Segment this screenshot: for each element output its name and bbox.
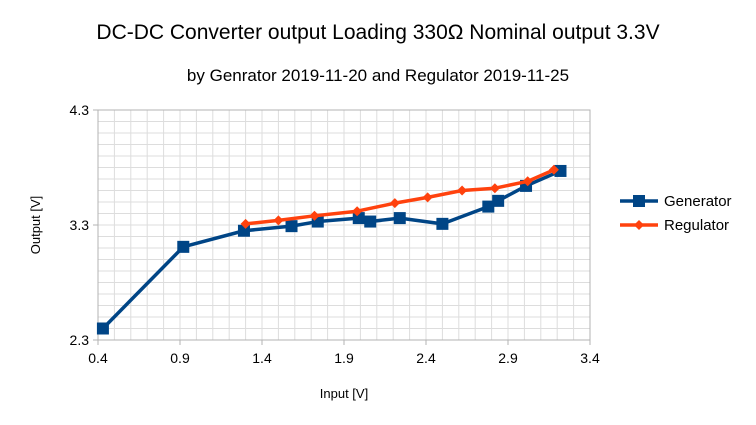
x-tick-label: 2.4 bbox=[416, 350, 436, 366]
data-point-generator bbox=[237, 224, 250, 237]
legend-item-regulator: Regulator bbox=[620, 217, 729, 234]
legend-label: Regulator bbox=[664, 217, 729, 234]
series-line-regulator bbox=[245, 168, 555, 226]
y-tick-label: 2.3 bbox=[70, 332, 90, 348]
data-point-generator bbox=[492, 194, 505, 207]
data-point-regulator bbox=[489, 183, 500, 194]
legend-item-generator: Generator bbox=[620, 193, 732, 210]
y-tick-label: 3.3 bbox=[70, 217, 90, 233]
data-point-regulator bbox=[457, 185, 468, 196]
tick-labels: 0.4 0.9 1.4 1.9 2.4 2.9 3.4 2.3 3.3 4.3 bbox=[70, 102, 600, 366]
x-tick-label: 0.4 bbox=[88, 350, 108, 366]
legend-swatch-marker bbox=[633, 195, 645, 207]
data-point-generator bbox=[436, 217, 449, 230]
legend: Generator Regulator bbox=[620, 193, 732, 234]
chart-title: DC-DC Converter output Loading 330Ω Nomi… bbox=[96, 21, 660, 44]
series-regulator bbox=[240, 164, 559, 229]
chart-subtitle: by Genrator 2019-11-20 and Regulator 201… bbox=[186, 66, 570, 85]
data-point-generator bbox=[482, 200, 495, 213]
data-point-regulator bbox=[240, 218, 251, 229]
legend-label: Generator bbox=[664, 193, 732, 210]
x-axis-label: Input [V] bbox=[320, 386, 368, 401]
x-tick-label: 0.9 bbox=[170, 350, 190, 366]
y-axis-label: Output [V] bbox=[28, 196, 43, 255]
data-point-regulator bbox=[522, 176, 533, 187]
data-point-generator bbox=[285, 220, 298, 233]
data-point-regulator bbox=[422, 192, 433, 203]
x-tick-label: 1.9 bbox=[334, 350, 354, 366]
x-tick-label: 1.4 bbox=[252, 350, 272, 366]
data-point-regulator bbox=[548, 164, 559, 175]
series-layer bbox=[96, 164, 567, 335]
x-tick-label: 2.9 bbox=[498, 350, 518, 366]
data-point-generator bbox=[96, 322, 109, 335]
data-point-regulator bbox=[309, 210, 320, 221]
data-point-generator bbox=[554, 164, 567, 177]
data-point-regulator bbox=[352, 206, 363, 217]
y-tick-label: 4.3 bbox=[70, 102, 90, 118]
legend-swatch-marker bbox=[634, 220, 644, 230]
data-point-generator bbox=[352, 212, 365, 225]
data-point-generator bbox=[177, 240, 190, 253]
x-tick-label: 3.4 bbox=[580, 350, 600, 366]
series-generator bbox=[96, 164, 567, 335]
data-point-regulator bbox=[273, 215, 284, 226]
grid-lines bbox=[98, 110, 590, 340]
data-point-generator bbox=[364, 215, 377, 228]
data-point-generator bbox=[393, 212, 406, 225]
data-point-regulator bbox=[389, 198, 400, 209]
